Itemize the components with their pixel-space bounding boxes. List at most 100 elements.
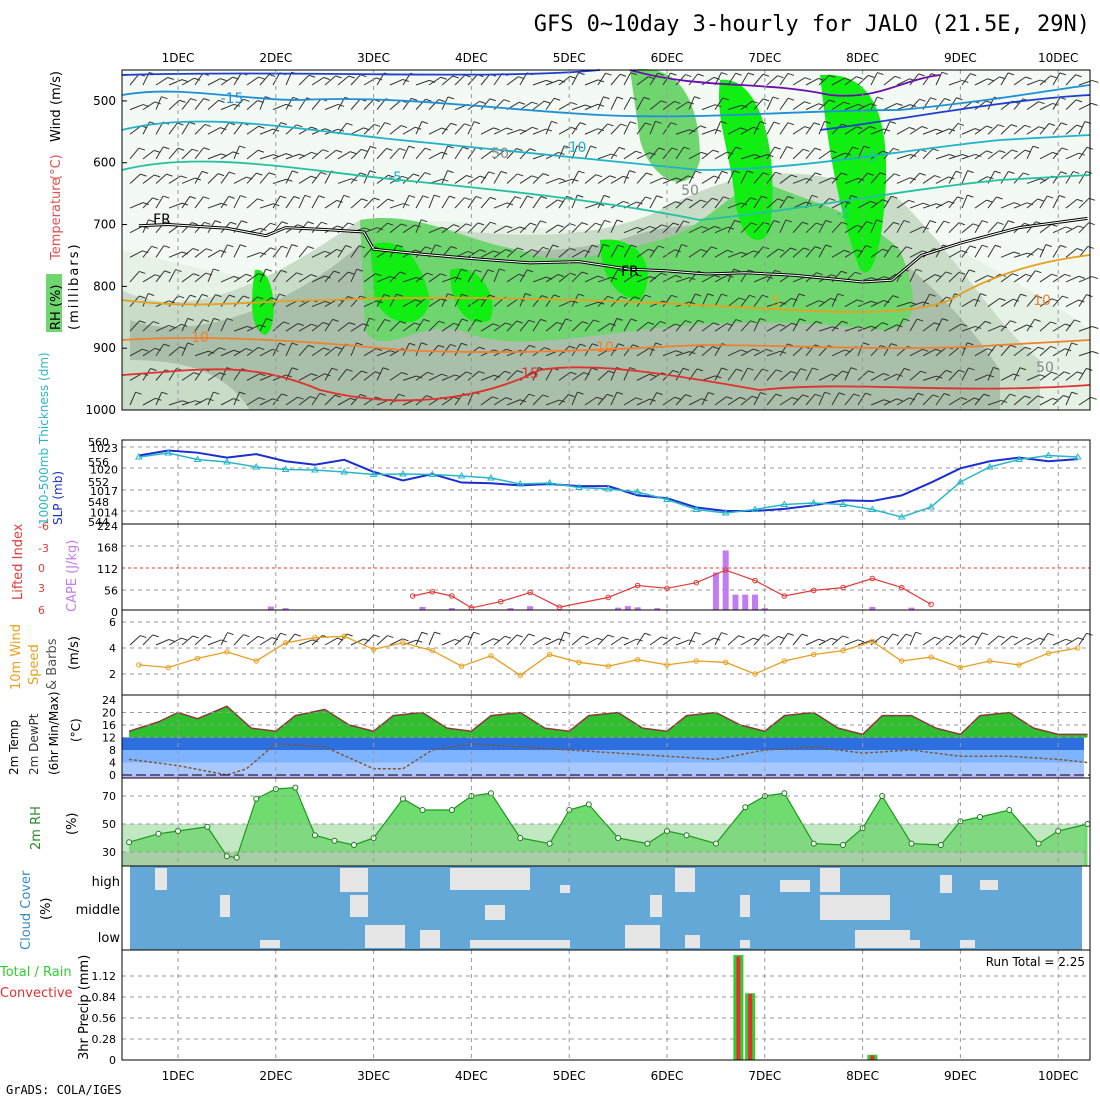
wind-barb-flag — [401, 372, 408, 375]
wind-barb — [155, 639, 170, 646]
wind-barb — [415, 272, 428, 283]
wind-barb-flag — [672, 222, 680, 226]
wind-barb-flag — [656, 195, 663, 199]
wind-barb — [350, 198, 362, 209]
wind-barb-flag — [375, 348, 383, 351]
wind-barb-flag — [273, 203, 280, 207]
wind-barb — [1026, 374, 1041, 381]
wind-barb-flag — [152, 197, 159, 201]
wind-barb — [896, 368, 905, 381]
wind-barb — [662, 249, 676, 258]
wind-barb-flag — [707, 293, 714, 297]
cloud-level-label: high — [92, 875, 120, 890]
wind-barb-flag — [694, 96, 701, 100]
wind-barb — [779, 219, 787, 233]
wind-barb-flag — [930, 97, 937, 101]
wind-barb — [558, 318, 567, 332]
wind-barb — [831, 172, 842, 184]
wind-barb-flag — [411, 97, 418, 101]
wind-barb-flag — [477, 222, 485, 226]
wind-barb — [922, 73, 932, 86]
wind-barb — [519, 269, 528, 283]
wind-barb — [571, 372, 584, 381]
wind-barb — [922, 128, 937, 135]
wind-barb-flag — [868, 74, 875, 78]
wind-barb — [623, 344, 634, 357]
wind-barb-flag — [945, 271, 952, 275]
pressure-tick: 900 — [93, 341, 116, 355]
day-label-bottom: 4DEC — [455, 1069, 488, 1083]
wind-barb-flag — [920, 370, 927, 374]
wind-barb — [506, 196, 516, 209]
wind-barb-flag — [382, 367, 390, 371]
wind-barb — [1000, 273, 1013, 283]
wind-barb — [454, 74, 466, 86]
wind-barb — [311, 98, 322, 110]
wind-barb-flag — [877, 72, 884, 76]
wind-barb — [935, 271, 947, 283]
wind-barb — [441, 638, 456, 646]
wind-barb-flag — [960, 397, 968, 401]
rh2m-point — [742, 804, 749, 811]
wind-barb-flag — [478, 346, 486, 350]
ylabel-wind10m: 10m Wind — [9, 624, 24, 690]
wind-barb-flag — [569, 272, 577, 276]
rh2m-point — [546, 840, 553, 847]
wind-barb — [1039, 123, 1050, 135]
wind-barb-flag — [1058, 195, 1066, 198]
wind-barb — [324, 346, 337, 357]
wind-barb — [1026, 395, 1038, 406]
wind-barb-flag — [161, 96, 168, 100]
wind-barb — [480, 197, 491, 209]
wind-barb — [1000, 72, 1009, 86]
wind-barb-flag — [179, 99, 186, 103]
wind-barb — [506, 247, 518, 258]
wind-barb — [272, 72, 281, 86]
wind-barb-flag — [674, 100, 681, 104]
wind-barb-flag — [493, 127, 500, 131]
wind-barb-flag — [606, 393, 614, 397]
precip-frame — [121, 949, 1091, 1061]
wind-barb-flag — [675, 350, 683, 354]
wind-barb — [883, 222, 894, 234]
wind-barb-flag — [891, 195, 898, 199]
cape-bar — [761, 608, 768, 610]
wind-barb — [597, 323, 611, 332]
wind-barb — [272, 293, 280, 307]
wind-barb-flag — [473, 121, 481, 125]
wind-barb-flag — [285, 103, 293, 107]
wind-barb-flag — [181, 79, 189, 83]
wind-barb-flag — [347, 296, 354, 299]
wind-barb-flag — [857, 177, 865, 181]
contour-label: 50 — [681, 183, 699, 199]
wind-barb-flag — [414, 322, 421, 326]
wind-barb-flag — [721, 72, 728, 76]
wind-barb-flag — [909, 177, 916, 181]
wind-barb-flag — [816, 222, 823, 226]
wind-barb — [675, 394, 686, 406]
wind-barb — [636, 196, 646, 209]
pressure-tick: 500 — [93, 94, 116, 108]
wind-barb-flag — [556, 321, 564, 325]
wind-barb — [142, 245, 153, 258]
slp-ylabel-right: SLP (mb) — [51, 471, 65, 525]
wind-barb — [935, 393, 945, 406]
wind-barb — [571, 249, 585, 258]
wind-barb-flag — [493, 374, 501, 378]
wind-barb — [961, 325, 976, 332]
cape-bar — [624, 606, 631, 610]
wind-barb — [532, 100, 545, 111]
wind-barb — [480, 221, 491, 234]
wind-barb — [649, 272, 662, 283]
wind-barb — [1078, 368, 1087, 381]
wind-barb-flag — [711, 197, 719, 201]
wind-barb-flag — [291, 342, 299, 346]
wind-barb — [246, 373, 260, 381]
wind-barb-flag — [233, 349, 241, 353]
wind-speed-point — [634, 657, 641, 663]
wind-barb-flag — [1012, 273, 1019, 277]
wind-barb-flag — [1051, 371, 1058, 375]
wind-barb-flag — [685, 394, 692, 398]
wind-speed-point — [194, 655, 201, 662]
wind-barb-flag — [364, 227, 371, 231]
